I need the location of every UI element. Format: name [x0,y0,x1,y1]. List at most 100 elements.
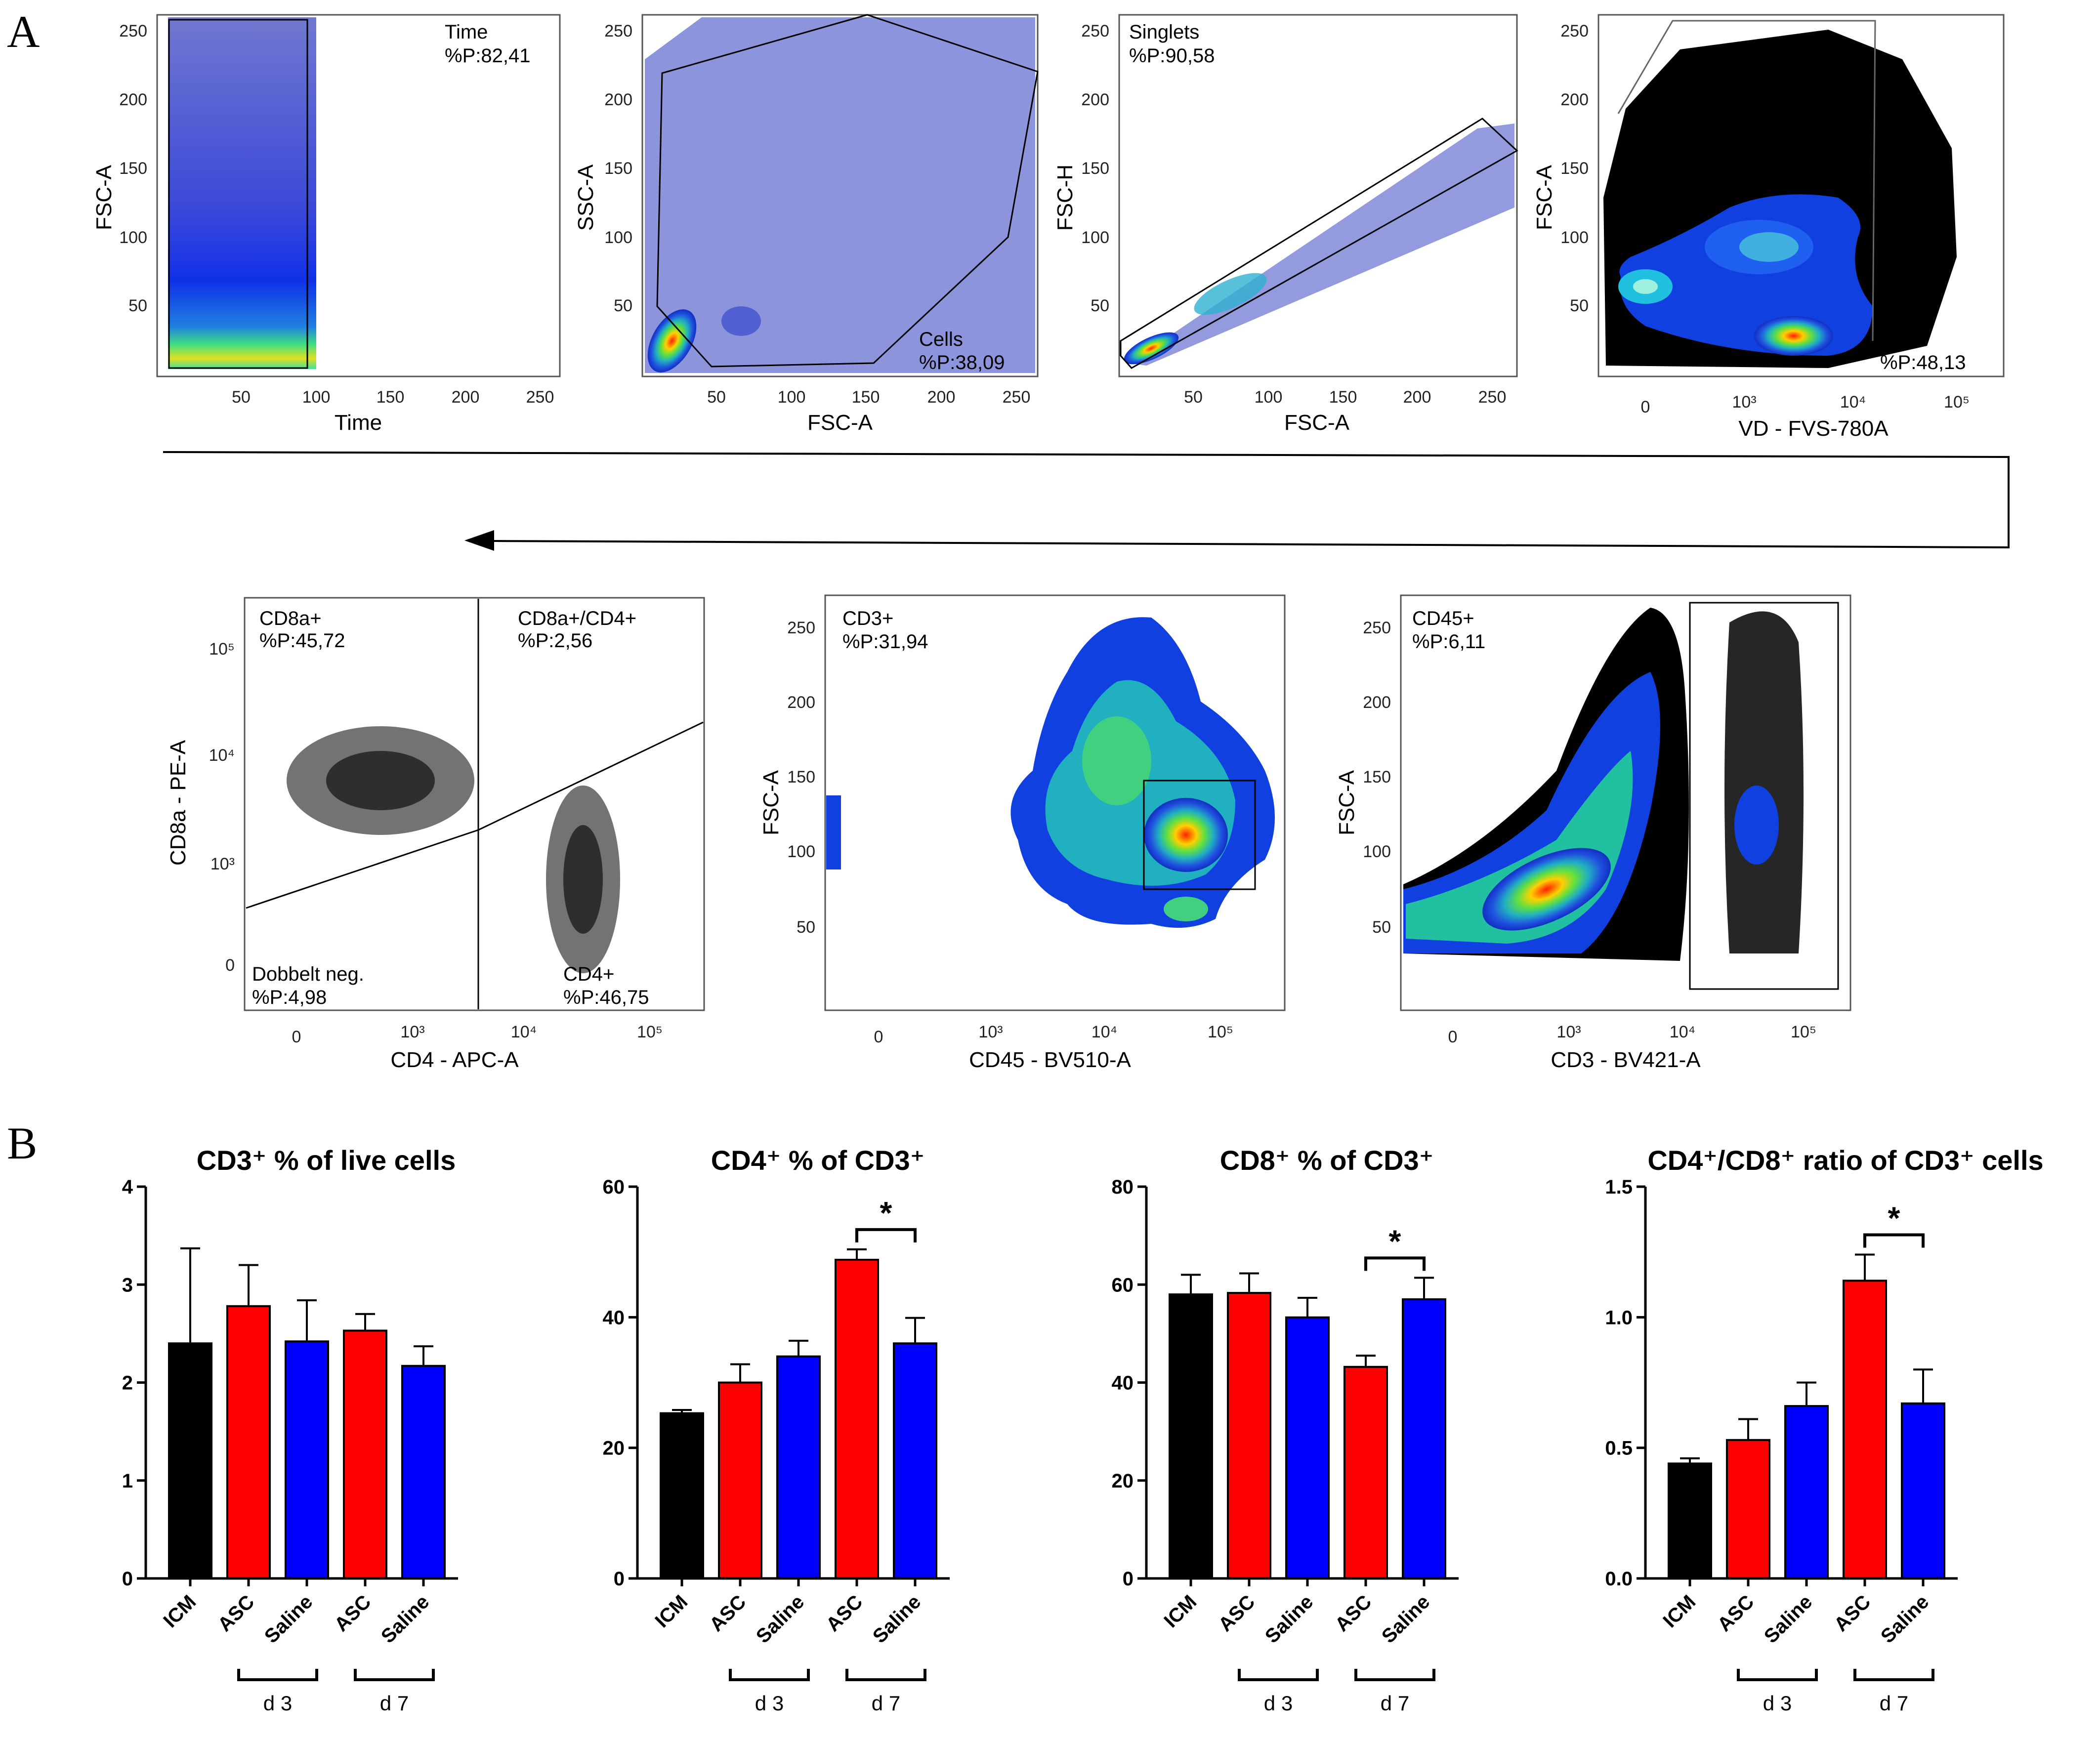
x-tick: 200 [452,388,480,407]
group-bracket [354,1669,435,1681]
density-blob [721,306,761,336]
bar [285,1340,329,1580]
flow-plot-cd3: CD3+ %P:31,94 0 10³ 10⁴ 10⁵ 50 100 150 2… [759,594,1286,1072]
gate-diagonal-left [246,829,479,909]
x-tick: 0 [874,1028,883,1046]
y-tick-label: 1 [122,1470,133,1492]
bar [718,1381,762,1579]
gate-name: CD45+ [1412,608,1474,629]
y-tick: 100 [1363,842,1391,861]
density-band [168,17,316,369]
x-tick: 250 [1478,388,1507,407]
y-tick: 200 [1560,90,1589,109]
y-axis-label: FSC-A [1532,165,1556,230]
y-tick: 200 [604,90,632,109]
significance-bracket [855,1228,917,1242]
arrow-head [464,530,494,551]
bar [1901,1402,1945,1579]
category-label: Saline [1261,1591,1317,1647]
category-label: ASC [1331,1591,1376,1636]
chart-title: CD3⁺ % of live cells [197,1145,456,1176]
y-tick: 150 [119,159,147,178]
x-tick: 10⁵ [1791,1023,1816,1041]
y-tick: 100 [787,842,815,861]
bar [1227,1292,1271,1580]
y-tick: 50 [128,296,147,315]
y-tick: 50 [1570,296,1589,315]
x-tick: 10⁴ [1670,1023,1695,1041]
x-tick: 100 [1255,388,1283,407]
chart-title: CD8⁺ % of CD3⁺ [1220,1145,1434,1176]
y-tick-label: 4 [122,1176,133,1198]
contour-peak [1482,848,1611,931]
gate-name: Dobbelt neg. [252,963,364,985]
y-tick-label: 0 [122,1568,133,1590]
y-tick: 150 [787,768,815,786]
y-tick: 50 [1372,918,1391,937]
group-label: d 3 [263,1692,292,1715]
group-bracket [845,1669,926,1681]
y-tick: 250 [1363,619,1391,637]
group-label: d 7 [1381,1692,1409,1715]
bar [660,1412,704,1580]
y-tick: 0 [225,956,235,975]
group-label: d 3 [1264,1692,1293,1715]
chart-title: CD4⁺ % of CD3⁺ [711,1145,925,1176]
significance-bracket [1364,1256,1426,1271]
y-tick-label: 0.5 [1605,1438,1633,1459]
y-tick-label: 3 [122,1274,133,1296]
x-axis-label: CD45 - BV510-A [969,1048,1131,1072]
y-tick: 100 [1560,228,1589,247]
panel-label-b: B [7,1118,37,1168]
y-tick: 50 [614,296,632,315]
plot-frame [1597,14,2005,377]
bar-chart-4: CD4⁺/CD8⁺ ratio of CD3⁺ cells 0.0 0.5 1.0 1.… [1605,1145,2043,1715]
gate-name: CD8a+/CD4+ [518,608,636,629]
flow-plot-cells: Cells %P:38,09 50 100 150 200 250 50 100… [574,14,1039,435]
y-tick: 150 [604,159,632,178]
y-tick: 50 [1091,296,1109,315]
x-tick: 10⁵ [1944,393,1970,412]
bar [776,1355,821,1579]
x-axis-label: FSC-A [807,411,873,435]
bar [401,1365,446,1580]
gate-diagonal-right [478,721,704,831]
category-label: Saline [752,1591,808,1647]
y-tick: 200 [1081,90,1109,109]
category-label: ASC [214,1591,259,1636]
y-tick-label: 0 [1123,1568,1134,1590]
group-bracket [729,1669,810,1681]
group-label: d 7 [872,1692,900,1715]
density-blob [1194,273,1267,315]
contour-peak-cd3 [1144,798,1228,872]
contour-peak-live [1754,316,1833,356]
y-tick-label: 0 [614,1568,625,1590]
bar [1843,1280,1887,1580]
y-axis-label: SSC-A [574,164,598,231]
x-tick: 10⁴ [1840,393,1866,412]
gate-pct: %P:46,75 [563,987,649,1008]
panel-label-a: A [7,6,40,57]
x-tick: 50 [232,388,251,407]
bar [1285,1316,1330,1580]
scatter-cd4-core [563,825,603,934]
gate-pct: %P:90,58 [1129,45,1215,67]
group-label: d 7 [380,1692,409,1715]
x-tick: 10⁵ [1208,1023,1233,1041]
flow-plot-live: Live %P:48,13 0 10³ 10⁴ 10⁵ 50 100 150 2… [1532,14,2005,441]
bar [1668,1462,1712,1580]
x-tick: 0 [1448,1028,1458,1046]
y-tick: 200 [787,693,815,712]
y-tick-label: 80 [1112,1176,1134,1198]
y-axis-label: FSC-A [92,165,116,230]
live-gate-outline [1617,20,1876,341]
density-cloud [645,17,1035,373]
x-tick: 200 [1403,388,1431,407]
x-tick: 0 [1641,398,1650,416]
bar [1402,1298,1446,1580]
flow-plot-cd4-cd8: CD8a+ %P:45,72 CD8a+/CD4+ %P:2,56 Dobbel… [166,597,705,1072]
x-axis-label: Time [335,411,382,435]
y-tick-label: 20 [1112,1470,1134,1492]
